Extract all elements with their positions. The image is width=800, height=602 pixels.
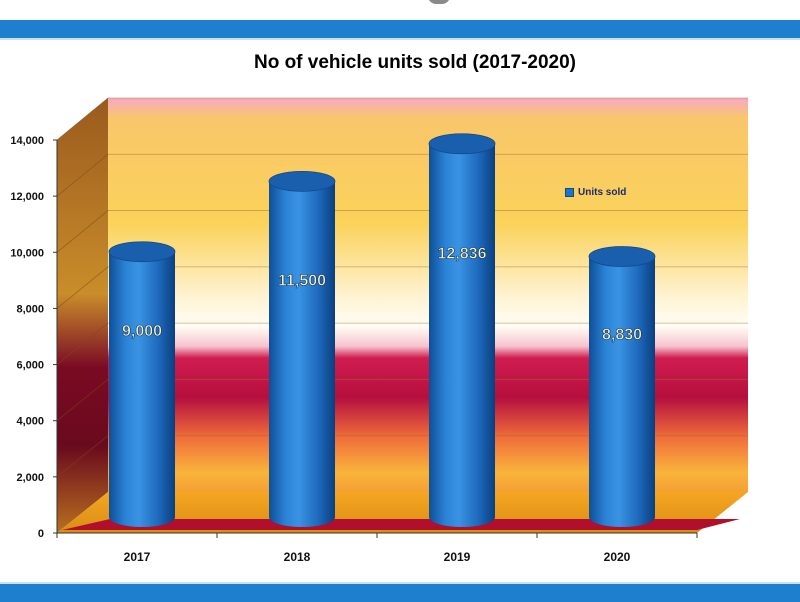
data-label: 9,000 (122, 323, 162, 340)
top-strip (0, 0, 800, 20)
top-decoration (428, 0, 450, 4)
data-label: 11,500 (278, 272, 326, 289)
top-banner (0, 20, 800, 40)
bar-body (429, 143, 495, 527)
bottom-banner (0, 582, 800, 602)
gridline-side (56, 322, 109, 365)
bar: 12,836 (428, 133, 496, 527)
chart-side-wall (57, 98, 108, 533)
bar-top (588, 246, 656, 267)
y-tick-label: 2,000 (16, 472, 44, 484)
legend-swatch (565, 188, 574, 197)
data-label: 12,836 (438, 245, 487, 262)
gridline-side (56, 266, 109, 309)
bar-body (109, 251, 175, 527)
chart-back-wall (108, 98, 748, 492)
bar-top (428, 133, 496, 155)
gridline-side (56, 153, 109, 197)
bar: 8,830 (588, 246, 656, 527)
y-tick-label: 12,000 (10, 191, 44, 203)
chart-title: No of vehicle units sold (2017-2020) (253, 52, 577, 73)
y-tick-label: 14,000 (10, 135, 44, 147)
gridline-side (56, 210, 109, 253)
bar: 9,000 (108, 241, 176, 527)
y-tick-label: 8,000 (16, 303, 44, 315)
bar-body (269, 181, 335, 527)
x-tick-label: 2017 (124, 550, 151, 564)
bar: 11,500 (268, 170, 336, 527)
y-tick-label: 4,000 (16, 416, 44, 428)
gridline-side (56, 97, 109, 141)
x-tick-label: 2019 (444, 550, 471, 564)
gridline-side (56, 379, 109, 422)
bar-top (108, 241, 176, 263)
chart-floor-edge (62, 519, 740, 530)
x-tick-label: 2018 (284, 550, 311, 564)
x-tick-label: 2020 (604, 550, 631, 564)
bar-body (589, 256, 655, 527)
legend-label: Units sold (578, 187, 627, 198)
bar-top (268, 170, 336, 192)
y-tick-label: 10,000 (10, 247, 44, 259)
legend: Units sold (565, 187, 626, 198)
data-label: 8,830 (602, 326, 642, 343)
y-tick-label: 0 (38, 528, 44, 540)
gridline-side (56, 435, 109, 478)
y-tick-label: 6,000 (16, 360, 44, 372)
